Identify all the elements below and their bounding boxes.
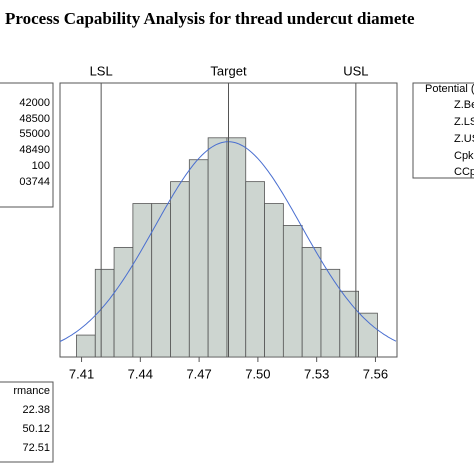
bar [113,246,134,358]
right-panel [412,82,474,179]
chart-title: Process Capability Analysis for thread u… [5,9,415,28]
bar [245,181,265,358]
bar [282,225,303,358]
panel-text: 03744 [19,176,50,188]
panel-text: Z.US [454,133,474,145]
bar [301,246,322,358]
panel-text: rmance [13,385,50,397]
bar [170,181,190,358]
panel-text: 72.51 [22,442,50,454]
spec-label: Target [210,63,247,78]
panel-text: Cpk [454,150,474,162]
x-tick-label: 7.47 [186,366,211,381]
x-tick-label: 7.50 [245,366,270,381]
x-tick-label: 7.56 [363,366,388,381]
bar [132,203,153,358]
panel-text: 100 [32,160,50,172]
bottom-panel [0,381,54,463]
panel-text: 48500 [19,113,50,125]
x-tick-label: 7.53 [304,366,329,381]
panel-text: 55000 [19,128,50,140]
panel-text: Z.Be [454,99,474,111]
x-tick-label: 7.44 [128,366,153,381]
x-tick-label: 7.41 [69,366,94,381]
panel-text: Z.LS [454,116,474,128]
bar [76,334,96,358]
panel-text: Potential ( [425,83,474,95]
bar [358,312,378,358]
bar [207,137,228,358]
panel-text: CCp [454,166,474,178]
bar [320,268,341,358]
bar [226,137,247,358]
bar [188,159,209,358]
panel-text: 22.38 [22,404,50,416]
left-panel [0,82,54,208]
panel-text: 42000 [19,97,50,109]
spec-label: USL [343,63,368,78]
panel-text: 48490 [19,144,50,156]
spec-label: LSL [90,63,113,78]
bar [264,203,284,358]
panel-text: 50.12 [22,423,50,435]
